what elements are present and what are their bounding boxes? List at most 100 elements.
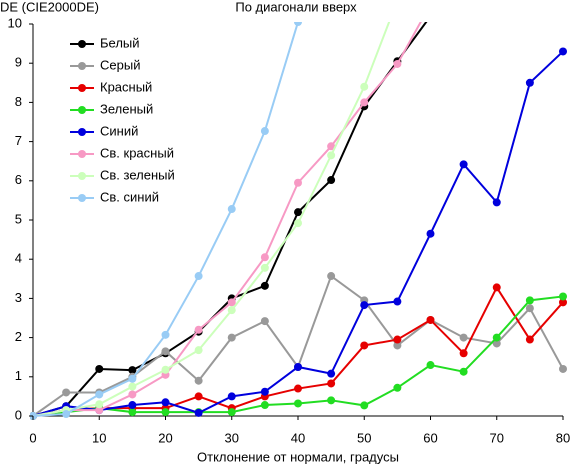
legend-marker	[78, 84, 86, 92]
y-tick-label: 9	[15, 55, 22, 70]
data-point	[525, 78, 534, 87]
y-tick-label: 8	[15, 94, 22, 109]
data-point	[227, 306, 236, 315]
data-point	[161, 408, 170, 417]
data-point	[459, 367, 468, 376]
series-line	[32, 22, 428, 417]
data-point	[360, 98, 369, 107]
data-point	[294, 219, 302, 228]
legend-marker	[78, 40, 86, 48]
data-point	[161, 347, 170, 356]
data-point	[260, 401, 269, 410]
data-point	[294, 384, 302, 393]
legend-label: Белый	[100, 35, 140, 50]
data-point	[227, 205, 236, 214]
data-point	[492, 198, 501, 207]
data-point	[194, 408, 203, 417]
x-tick-label: 50	[357, 430, 371, 445]
data-point	[393, 383, 402, 392]
data-point	[128, 382, 137, 391]
y-tick-label: 0	[15, 407, 22, 422]
data-point	[294, 208, 302, 217]
data-point	[492, 283, 501, 292]
data-point	[194, 272, 203, 281]
data-point	[559, 364, 567, 373]
legend-marker	[78, 194, 86, 202]
data-point	[393, 297, 402, 306]
data-point	[95, 364, 104, 373]
data-point	[492, 339, 501, 348]
data-point	[227, 408, 236, 417]
data-point	[426, 229, 435, 238]
data-point	[95, 406, 104, 415]
x-tick-label: 60	[423, 430, 437, 445]
legend-label: Св. синий	[100, 189, 159, 204]
data-point	[427, 12, 435, 20]
data-point	[95, 390, 104, 399]
data-point	[161, 330, 170, 339]
legend-marker	[78, 106, 86, 114]
data-point	[393, 335, 402, 344]
data-point	[393, 59, 402, 68]
data-point	[227, 392, 236, 401]
data-point	[128, 390, 137, 399]
series-line	[32, 274, 564, 417]
data-point	[459, 349, 468, 358]
data-point	[393, 0, 401, 4]
data-point	[194, 376, 203, 385]
data-point	[260, 127, 269, 136]
y-tick-label: 7	[15, 133, 22, 148]
data-point	[294, 399, 302, 408]
data-point	[327, 369, 336, 378]
x-tick-label: 20	[158, 430, 172, 445]
legend-marker	[78, 128, 86, 136]
data-point	[128, 401, 137, 410]
data-point	[459, 333, 468, 342]
data-point	[260, 317, 269, 326]
data-point	[525, 296, 534, 305]
data-point	[327, 396, 336, 405]
data-point	[327, 151, 336, 160]
data-point	[62, 410, 71, 419]
y-tick-label: 3	[15, 290, 22, 305]
data-point	[194, 325, 203, 334]
data-point	[559, 298, 567, 307]
y-tick-label: 5	[15, 211, 22, 226]
chart-title: По диагонали вверх	[235, 0, 357, 14]
legend-marker	[78, 62, 86, 70]
data-point	[294, 178, 302, 187]
legend-marker	[78, 172, 86, 180]
data-point	[260, 281, 269, 290]
legend-label: Св. зеленый	[100, 167, 175, 182]
x-axis-label: Отклонение от нормали, градусы	[197, 449, 399, 464]
data-point	[327, 142, 336, 151]
x-tick-label: 10	[92, 430, 106, 445]
y-axis-label: DE (CIE2000DE)	[0, 0, 99, 14]
data-point	[525, 304, 534, 313]
data-point	[95, 400, 104, 409]
data-point	[360, 401, 369, 410]
data-point	[559, 292, 567, 301]
data-point	[427, 0, 435, 8]
data-point	[327, 379, 336, 388]
data-point	[360, 341, 369, 350]
y-tick-label: 4	[15, 251, 22, 266]
data-point	[227, 298, 236, 307]
data-point	[294, 22, 302, 27]
data-point	[194, 346, 203, 355]
legend-label: Серый	[100, 57, 140, 72]
y-tick-label: 6	[15, 172, 22, 187]
data-point	[260, 387, 269, 396]
data-point	[426, 361, 435, 370]
data-point	[559, 47, 567, 56]
data-point	[128, 366, 137, 375]
data-point	[360, 82, 369, 91]
legend-label: Красный	[100, 79, 152, 94]
plot-area	[30, 0, 567, 420]
data-point	[294, 363, 302, 371]
x-tick-label: 80	[556, 430, 570, 445]
data-point	[62, 388, 71, 397]
x-tick-label: 0	[29, 430, 36, 445]
series-line	[32, 22, 391, 417]
